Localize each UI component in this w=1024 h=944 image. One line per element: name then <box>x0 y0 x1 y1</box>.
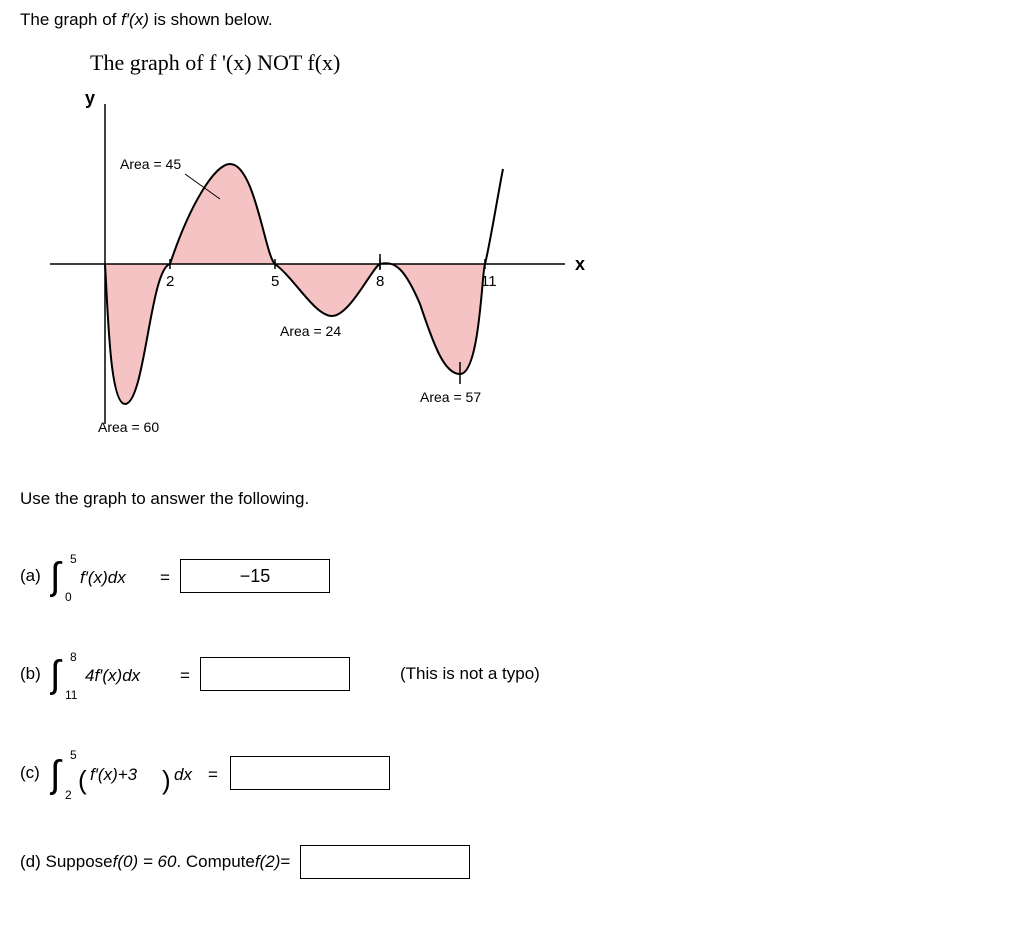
svg-text:=: = <box>180 666 190 685</box>
graph-figure: 25811 y x Area = 45 Area = 60 Area = 24 … <box>50 84 1004 459</box>
svg-text:11: 11 <box>65 688 78 701</box>
answer-input-c[interactable] <box>230 756 390 790</box>
label-b: (b) <box>20 664 50 684</box>
svg-text:dx: dx <box>174 765 192 784</box>
area-label-45: Area = 45 <box>120 156 181 172</box>
svg-text:5: 5 <box>271 273 279 290</box>
note-b: (This is not a typo) <box>400 664 540 684</box>
question-c: (c) ∫ 5 2 ( f′(x)+3 ) dx = <box>20 745 1004 801</box>
svg-text:): ) <box>162 765 171 795</box>
question-b: (b) ∫ 8 11 4f′(x)dx = (This is not a typ… <box>20 647 1004 701</box>
svg-text:5: 5 <box>70 552 77 566</box>
intro-suffix: is shown below. <box>149 10 273 29</box>
integral-c: ∫ 5 2 ( f′(x)+3 ) dx = <box>50 745 230 801</box>
svg-text:4f′(x)dx: 4f′(x)dx <box>85 666 141 685</box>
intro-fx: f′(x) <box>121 10 149 29</box>
intro-text: The graph of f′(x) is shown below. <box>20 10 1004 30</box>
svg-text:∫: ∫ <box>50 654 63 696</box>
y-axis-label: y <box>85 88 95 108</box>
svg-text:8: 8 <box>376 273 384 290</box>
instruction-text: Use the graph to answer the following. <box>20 489 1004 509</box>
answer-input-a[interactable] <box>180 559 330 593</box>
svg-text:0: 0 <box>65 590 72 603</box>
svg-text:(: ( <box>78 765 87 795</box>
svg-text:f′(x)+3: f′(x)+3 <box>90 765 138 784</box>
intro-prefix: The graph of <box>20 10 121 29</box>
label-d: (d) Suppose <box>20 852 113 872</box>
question-d: (d) Suppose f(0) = 60 . Compute f(2) = <box>20 845 1004 879</box>
svg-text:∫: ∫ <box>50 754 63 796</box>
svg-text:2: 2 <box>166 273 174 290</box>
area-label-60: Area = 60 <box>98 419 159 435</box>
d-mid2: . Compute <box>176 852 254 872</box>
d-mid3: f(2) <box>255 852 281 872</box>
question-a: (a) ∫ 5 0 f′(x)dx = <box>20 549 1004 603</box>
svg-text:=: = <box>160 568 170 587</box>
answer-input-d[interactable] <box>300 845 470 879</box>
area-label-57: Area = 57 <box>420 389 481 405</box>
svg-text:f′(x)dx: f′(x)dx <box>80 568 126 587</box>
svg-text:5: 5 <box>70 748 77 762</box>
d-mid1: f(0) = 60 <box>113 852 177 872</box>
answer-input-b[interactable] <box>200 657 350 691</box>
x-axis-label: x <box>575 254 585 274</box>
svg-text:8: 8 <box>70 650 77 664</box>
area-label-24: Area = 24 <box>280 323 341 339</box>
d-mid4: = <box>280 852 290 872</box>
graph-title: The graph of f '(x) NOT f(x) <box>90 50 1004 76</box>
svg-text:∫: ∫ <box>50 556 63 598</box>
svg-text:=: = <box>208 765 218 784</box>
svg-text:2: 2 <box>65 788 72 801</box>
label-a: (a) <box>20 566 50 586</box>
chart-svg: 25811 y x Area = 45 Area = 60 Area = 24 … <box>50 84 590 454</box>
integral-a: ∫ 5 0 f′(x)dx = <box>50 549 180 603</box>
label-c: (c) <box>20 763 50 783</box>
integral-b: ∫ 8 11 4f′(x)dx = <box>50 647 200 701</box>
